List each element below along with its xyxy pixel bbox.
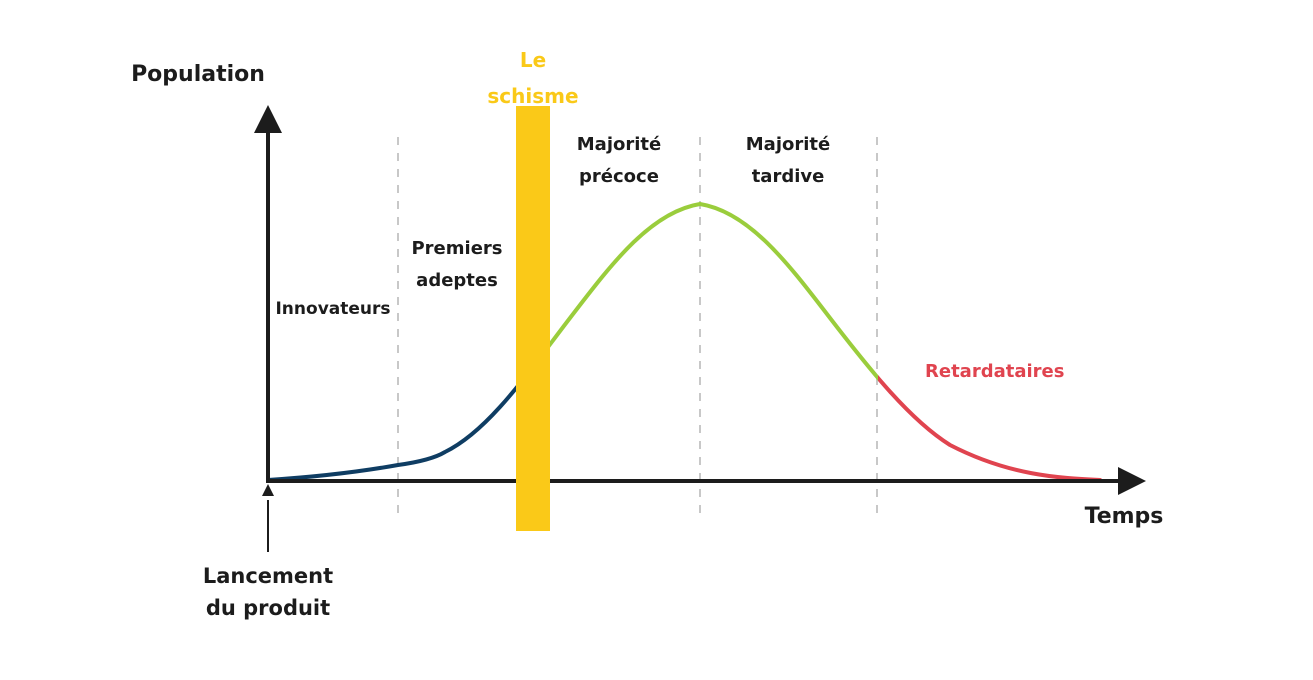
chasm-bar (516, 106, 550, 531)
early-majority-line-1: Majorité (576, 134, 662, 155)
chasm-label-line-2: schisme (487, 84, 579, 108)
chasm-label-line-1: Le (519, 48, 547, 72)
curve-laggards-segment (878, 374, 1102, 482)
early-adopters-line-2: adeptes (416, 270, 498, 291)
x-axis-title: Temps (1084, 504, 1164, 529)
segment-early-adopters: Premiers adeptes (393, 233, 521, 297)
early-adopters-line-1: Premiers (411, 238, 503, 259)
y-axis-arrow-icon (254, 105, 282, 133)
early-majority-line-2: précoce (579, 166, 659, 187)
y-axis-title: Population (131, 62, 265, 87)
chasm-label: Le schisme (463, 42, 603, 114)
late-majority-line-1: Majorité (745, 134, 831, 155)
launch-arrow-icon (262, 484, 274, 496)
launch-line-2: du produit (205, 596, 331, 620)
segment-laggards: Retardataires (925, 361, 1065, 382)
segment-innovators: Innovateurs (275, 299, 391, 319)
curve-early-segment (266, 370, 528, 482)
launch-line-1: Lancement (202, 564, 334, 588)
segment-late-majority: Majorité tardive (724, 129, 852, 193)
late-majority-line-2: tardive (751, 166, 825, 187)
segment-early-majority: Majorité précoce (555, 129, 683, 193)
product-launch-label: Lancement du produit (168, 560, 368, 624)
x-axis-arrow-icon (1118, 467, 1146, 495)
curve-majority-segment (528, 201, 878, 382)
